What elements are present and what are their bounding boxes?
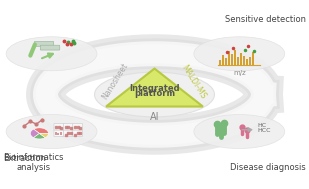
Ellipse shape [194, 115, 285, 149]
FancyBboxPatch shape [63, 123, 73, 130]
Wedge shape [34, 128, 49, 133]
Bar [228, 51, 230, 65]
Bar [252, 52, 254, 65]
Bar [249, 57, 251, 65]
Text: HC: HC [257, 123, 267, 128]
FancyBboxPatch shape [73, 123, 83, 130]
Bar [234, 50, 236, 65]
FancyBboxPatch shape [40, 45, 60, 50]
FancyBboxPatch shape [54, 123, 64, 130]
Text: Sensitive detection: Sensitive detection [225, 15, 306, 24]
Ellipse shape [6, 37, 97, 71]
Wedge shape [40, 133, 49, 138]
FancyBboxPatch shape [34, 42, 54, 46]
Bar [240, 53, 242, 65]
FancyBboxPatch shape [73, 130, 83, 136]
Wedge shape [30, 129, 40, 138]
Bar [243, 56, 245, 65]
Wedge shape [34, 133, 45, 139]
Bar [57, 133, 59, 136]
FancyBboxPatch shape [54, 130, 64, 136]
Text: platform: platform [134, 89, 175, 98]
Bar [218, 60, 221, 65]
Text: Nanosheet: Nanosheet [100, 62, 130, 101]
Bar [246, 59, 248, 65]
Text: Integrated: Integrated [129, 84, 180, 93]
Text: HCC: HCC [257, 129, 271, 133]
Bar [55, 132, 57, 136]
Ellipse shape [6, 115, 97, 149]
Text: AI: AI [150, 112, 159, 122]
Text: Extraction: Extraction [3, 154, 46, 163]
Bar [231, 54, 233, 65]
Ellipse shape [194, 37, 285, 71]
Bar [222, 55, 224, 65]
Text: Bioinformatics
analysis: Bioinformatics analysis [3, 153, 64, 172]
Polygon shape [106, 69, 203, 107]
FancyBboxPatch shape [63, 130, 73, 136]
Text: MALDI-MS: MALDI-MS [180, 63, 208, 100]
Bar [225, 58, 227, 65]
Bar [60, 132, 61, 136]
Ellipse shape [95, 72, 214, 117]
Bar [237, 57, 239, 65]
Text: Disease diagnosis: Disease diagnosis [230, 163, 306, 172]
Text: m/z: m/z [233, 70, 246, 76]
